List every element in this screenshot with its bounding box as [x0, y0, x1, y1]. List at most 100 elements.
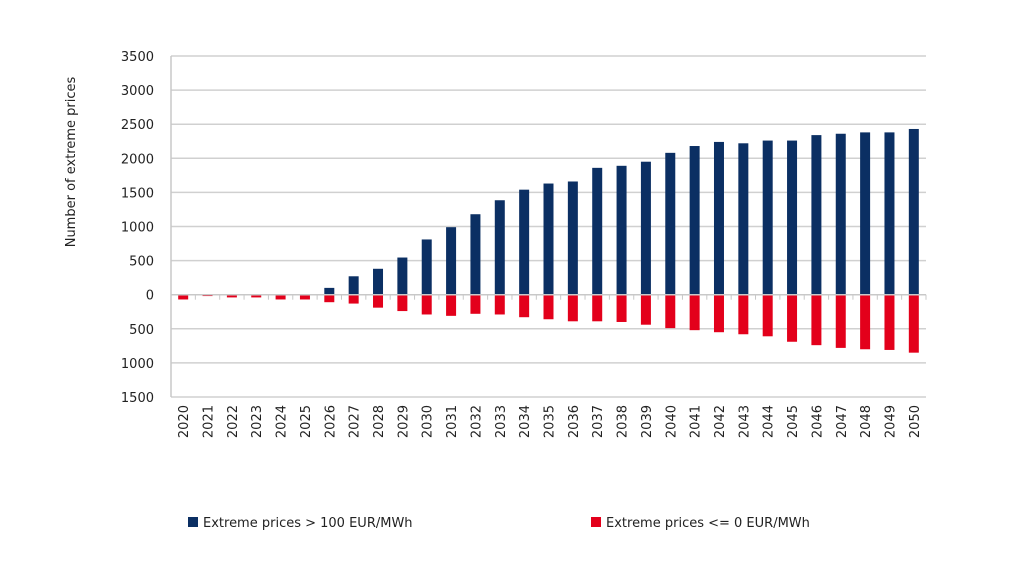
bar-high-2047: [835, 133, 846, 295]
x-tick-label: 2021: [202, 405, 217, 438]
x-tick-label: 2024: [275, 405, 290, 438]
y-tick-label: 0: [146, 289, 154, 304]
bar-low-2039: [640, 294, 651, 325]
bar-low-2049: [884, 294, 895, 350]
bar-high-2039: [640, 161, 651, 295]
x-tick-label: 2043: [737, 405, 752, 438]
x-tick-label: 2023: [250, 405, 265, 438]
y-axis-ticks: 3500 3000 2500 2000 1500 1000 500 0 500 1000 1500: [121, 50, 154, 406]
x-tick-label: 2038: [616, 405, 631, 438]
bar-high-2033: [494, 200, 505, 295]
x-tick-label: 2028: [372, 405, 387, 438]
bar-high-2028: [373, 268, 384, 295]
y-tick-label: 1000: [121, 221, 154, 236]
bar-high-2035: [543, 183, 554, 295]
bar-low-2040: [665, 294, 676, 329]
legend-label-low: Extreme prices <= 0 EUR/MWh: [606, 516, 810, 531]
x-tick-label: 2037: [591, 405, 606, 438]
x-tick-label: 2026: [323, 405, 338, 438]
y-tick-label: 2000: [121, 152, 154, 167]
bar-high-2049: [884, 132, 895, 295]
bar-low-2047: [835, 294, 846, 348]
x-tick-label: 2027: [348, 405, 363, 438]
bar-low-2036: [567, 294, 578, 322]
x-tick-label: 2048: [859, 405, 874, 438]
bar-low-2037: [592, 294, 603, 322]
x-tick-label: 2040: [664, 405, 679, 438]
bar-high-2037: [592, 167, 603, 295]
bar-high-2046: [811, 135, 822, 295]
y-tick-label: 500: [129, 255, 154, 270]
x-tick-label: 2049: [883, 405, 898, 438]
bar-low-2033: [494, 294, 505, 315]
legend-swatch-low: [591, 517, 601, 527]
y-tick-label: 1500: [121, 186, 154, 201]
y-tick-label: 1500: [121, 391, 154, 406]
bar-low-2023: [251, 294, 262, 298]
bar-low-2044: [762, 294, 773, 337]
bar-low-2034: [519, 294, 530, 318]
bar-high-2027: [348, 276, 359, 295]
bar-low-2035: [543, 294, 554, 320]
bar-low-2022: [226, 294, 237, 298]
x-tick-label: 2045: [786, 405, 801, 438]
x-tick-label: 2020: [177, 405, 192, 438]
bars: [178, 128, 919, 353]
x-tick-label: 2036: [567, 405, 582, 438]
x-tick-label: 2044: [762, 405, 777, 438]
bar-low-2029: [397, 294, 408, 312]
x-tick-label: 2035: [543, 405, 558, 438]
bar-high-2040: [665, 152, 676, 295]
bar-high-2034: [519, 189, 530, 295]
x-tick-label: 2033: [494, 405, 509, 438]
bar-high-2041: [689, 146, 700, 295]
x-axis: 2020 2021 2022 2023 2024 2025 2026 2027 2028 2029…: [171, 293, 927, 438]
bar-high-2038: [616, 165, 627, 295]
bar-low-2032: [470, 294, 481, 314]
x-tick-label: 2046: [810, 405, 825, 438]
x-tick-label: 2032: [469, 405, 484, 438]
bar-high-2048: [860, 132, 871, 295]
bar-high-2042: [713, 141, 724, 295]
bar-low-2028: [373, 294, 384, 308]
legend-swatch-high: [188, 517, 198, 527]
bar-high-2031: [446, 227, 457, 295]
x-tick-label: 2050: [908, 405, 923, 438]
x-tick-label: 2030: [421, 405, 436, 438]
bar-low-2025: [299, 294, 310, 300]
bar-high-2036: [567, 181, 578, 295]
bar-high-2043: [738, 143, 749, 295]
bar-high-2050: [908, 128, 919, 295]
bar-low-2038: [616, 294, 627, 322]
x-tick-label: 2022: [226, 405, 241, 438]
bar-low-2041: [689, 294, 700, 331]
y-tick-label: 3500: [121, 50, 154, 65]
bar-low-2024: [275, 294, 286, 300]
x-tick-label: 2041: [689, 405, 704, 438]
legend: Extreme prices > 100 EUR/MWh Extreme pri…: [188, 516, 810, 531]
bar-low-2050: [908, 294, 919, 353]
x-tick-label: 2047: [835, 405, 850, 438]
x-tick-label: 2031: [445, 405, 460, 438]
x-tick-label: 2034: [518, 405, 533, 438]
bar-high-2026: [324, 287, 335, 295]
bar-high-2032: [470, 214, 481, 295]
y-tick-label: 3000: [121, 84, 154, 99]
bar-low-2030: [421, 294, 432, 315]
bar-low-2020: [178, 294, 189, 300]
bar-high-2029: [397, 257, 408, 295]
bar-high-2045: [787, 140, 798, 295]
bar-low-2031: [446, 294, 457, 316]
bar-low-2043: [738, 294, 749, 335]
bar-high-2030: [421, 239, 432, 295]
x-tick-label: 2029: [396, 405, 411, 438]
bar-low-2026: [324, 294, 335, 303]
y-tick-label: 500: [129, 323, 154, 338]
x-tick-label: 2039: [640, 405, 655, 438]
x-tick-label: 2042: [713, 405, 728, 438]
x-tick-label: 2025: [299, 405, 314, 438]
y-tick-label: 1000: [121, 357, 154, 372]
y-axis-label: Number of extreme prices: [64, 76, 79, 247]
bar-low-2042: [713, 294, 724, 333]
